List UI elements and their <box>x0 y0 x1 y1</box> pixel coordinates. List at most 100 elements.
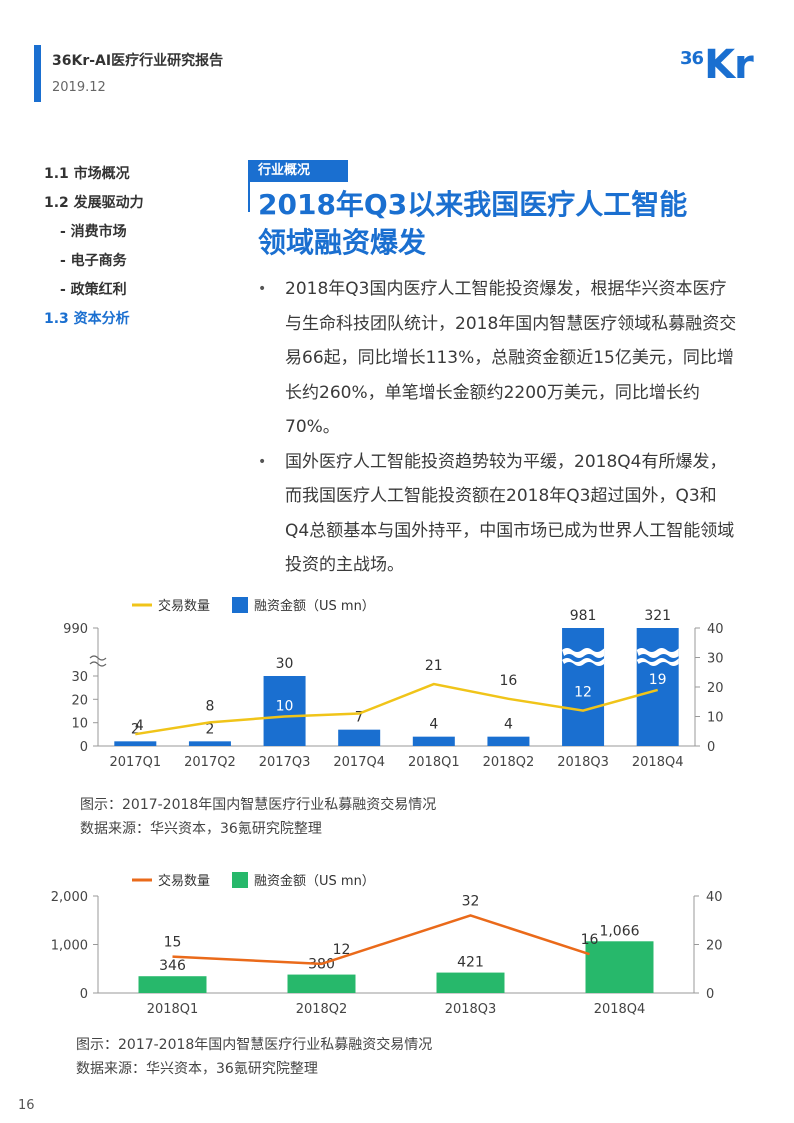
line-value-label: 10 <box>276 699 294 715</box>
bar-value-label: 321 <box>644 608 671 624</box>
bar-2017Q4 <box>338 729 381 746</box>
section-tag-line <box>248 182 250 212</box>
left-tick-label: 0 <box>80 987 88 1002</box>
bar-2018Q2 <box>487 736 530 746</box>
legend-bar-label: 融资金额（US mn） <box>254 873 375 889</box>
report-title: 36Kr-AI医疗行业研究报告 <box>52 53 224 69</box>
nav-item-policy[interactable]: - 政策红利 <box>60 282 127 298</box>
x-tick-label: 2018Q1 <box>408 755 460 770</box>
nav-item-capital-analysis[interactable]: 1.3 资本分析 <box>44 311 130 327</box>
chart-2017-2018-quarterly: 交易数量 融资金额（US mn） 0 10 20 30 990 0 10 20 30 40 2 2017Q… <box>63 597 724 770</box>
line-value-label: 32 <box>462 893 480 909</box>
legend-bar-label: 融资金额（US mn） <box>254 598 375 614</box>
bar-2017Q2 <box>188 741 231 746</box>
chart-2018-quarterly: 交易数量 融资金额（US mn） 0 1,000 2,000 0 20 40 346 2018Q1… <box>51 872 723 1017</box>
x-tick-label: 2018Q4 <box>632 755 684 770</box>
bar-2017Q1 <box>114 741 157 746</box>
bar-2018Q4 <box>585 941 654 993</box>
bar-break-mark <box>562 658 606 666</box>
nav-item-ecommerce[interactable]: - 电子商务 <box>60 253 127 269</box>
right-tick-label: 0 <box>706 987 714 1002</box>
bar-2017Q3 <box>263 676 306 746</box>
right-tick-label: 40 <box>707 622 724 637</box>
bar-value-label: 7 <box>355 710 364 726</box>
x-tick-label: 2018Q4 <box>594 1002 646 1017</box>
bar-break-mark <box>562 648 606 658</box>
page-title-line1: 2018年Q3以来我国医疗人工智能 <box>258 188 688 221</box>
bar-2018Q3 <box>562 628 605 746</box>
legend-line-label: 交易数量 <box>158 873 210 889</box>
left-tick-label: 10 <box>71 717 88 732</box>
bar-2018Q2 <box>287 974 356 993</box>
chart2-source: 数据来源：华兴资本，36氪研究院整理 <box>76 1061 318 1077</box>
x-tick-label: 2018Q2 <box>296 1002 348 1017</box>
x-tick-label: 2017Q2 <box>184 755 236 770</box>
line-value-label: 12 <box>574 685 592 701</box>
nav-item-market-overview[interactable]: 1.1 市场概况 <box>44 166 130 182</box>
bar-value-label: 421 <box>457 955 484 971</box>
bullet-list: • 2018年Q3国内医疗人工智能投资爆发，根据华兴资本医疗与生命科技团队统计，2… <box>258 272 738 583</box>
chart2-caption: 图示：2017-2018年国内智慧医疗行业私募融资交易情况 <box>76 1037 433 1053</box>
bar-2018Q1 <box>138 976 207 993</box>
bar-2018Q3 <box>436 972 505 993</box>
right-tick-label: 0 <box>707 740 715 755</box>
page-title: 2018年Q3以来我国医疗人工智能 领域融资爆发 <box>258 186 758 262</box>
line-value-label: 19 <box>649 672 667 688</box>
chart1-source: 数据来源：华兴资本，36氪研究院整理 <box>80 821 322 837</box>
chart1-caption: 图示：2017-2018年国内智慧医疗行业私募融资交易情况 <box>80 797 437 813</box>
nav-item-drivers[interactable]: 1.2 发展驱动力 <box>44 195 144 211</box>
right-tick-label: 10 <box>707 711 724 726</box>
page-number: 16 <box>18 1098 35 1113</box>
bar-2018Q1 <box>412 736 455 746</box>
line-value-label: 21 <box>425 658 443 674</box>
right-tick-label: 20 <box>706 939 723 954</box>
bar-value-label: 2 <box>205 721 214 737</box>
x-tick-label: 2018Q2 <box>483 755 535 770</box>
left-tick-label: 1,000 <box>51 939 88 954</box>
x-tick-label: 2017Q3 <box>259 755 311 770</box>
nav-item-consumer-market[interactable]: - 消费市场 <box>60 224 127 240</box>
left-tick-label: 0 <box>80 740 88 755</box>
line-value-label: 8 <box>205 698 214 714</box>
right-tick-label: 30 <box>707 652 724 667</box>
left-tick-label: 20 <box>71 693 88 708</box>
legend-line-label: 交易数量 <box>158 598 210 614</box>
legend-bar-swatch <box>232 597 248 613</box>
axis-break-mark <box>89 661 107 667</box>
line-value-label: 4 <box>135 718 144 734</box>
left-tick-label: 2,000 <box>51 890 88 905</box>
left-tick-label: 990 <box>63 622 88 637</box>
line-value-label: 16 <box>581 932 599 948</box>
line-value-label: 16 <box>500 673 518 689</box>
page-title-line2: 领域融资爆发 <box>258 226 427 259</box>
bar-value-label: 1,066 <box>599 923 639 939</box>
bullet-item: • 2018年Q3国内医疗人工智能投资爆发，根据华兴资本医疗与生命科技团队统计，2… <box>258 279 737 437</box>
36kr-logo: 36Kr <box>680 42 754 88</box>
bar-break-mark <box>636 648 680 658</box>
right-tick-label: 40 <box>706 890 723 905</box>
deal-count-line <box>135 682 659 736</box>
bar-value-label: 346 <box>159 958 186 974</box>
left-tick-label: 30 <box>71 670 88 685</box>
bullet-text: 2018年Q3国内医疗人工智能投资爆发，根据华兴资本医疗与生命科技团队统计，20… <box>285 279 737 437</box>
bullet-item: • 国外医疗人工智能投资趋势较为平缓，2018Q4有所爆发，而我国医疗人工智能投资… <box>258 451 735 576</box>
x-tick-label: 2018Q3 <box>445 1002 497 1017</box>
header-accent-bar <box>34 45 41 102</box>
bar-value-label: 981 <box>570 608 597 624</box>
x-tick-label: 2017Q4 <box>333 755 385 770</box>
line-value-label: 15 <box>164 935 182 951</box>
right-tick-label: 20 <box>707 681 724 696</box>
report-date: 2019.12 <box>52 80 106 95</box>
line-value-label: 12 <box>333 942 351 958</box>
bar-value-label: 4 <box>504 717 513 733</box>
x-tick-label: 2018Q1 <box>147 1002 199 1017</box>
section-tag: 行业概况 <box>248 160 348 182</box>
section-nav: 1.1 市场概况 1.2 发展驱动力 - 消费市场 - 电子商务 - 政策红利 … <box>44 160 144 334</box>
bar-break-mark <box>636 658 680 666</box>
axis-break-mark <box>89 655 107 661</box>
bar-value-label: 2 <box>131 721 140 737</box>
bullet-text: 国外医疗人工智能投资趋势较为平缓，2018Q4有所爆发，而我国医疗人工智能投资额… <box>285 451 735 576</box>
deal-count-line <box>172 914 590 966</box>
legend-bar-swatch <box>232 872 248 888</box>
x-tick-label: 2017Q1 <box>110 755 162 770</box>
